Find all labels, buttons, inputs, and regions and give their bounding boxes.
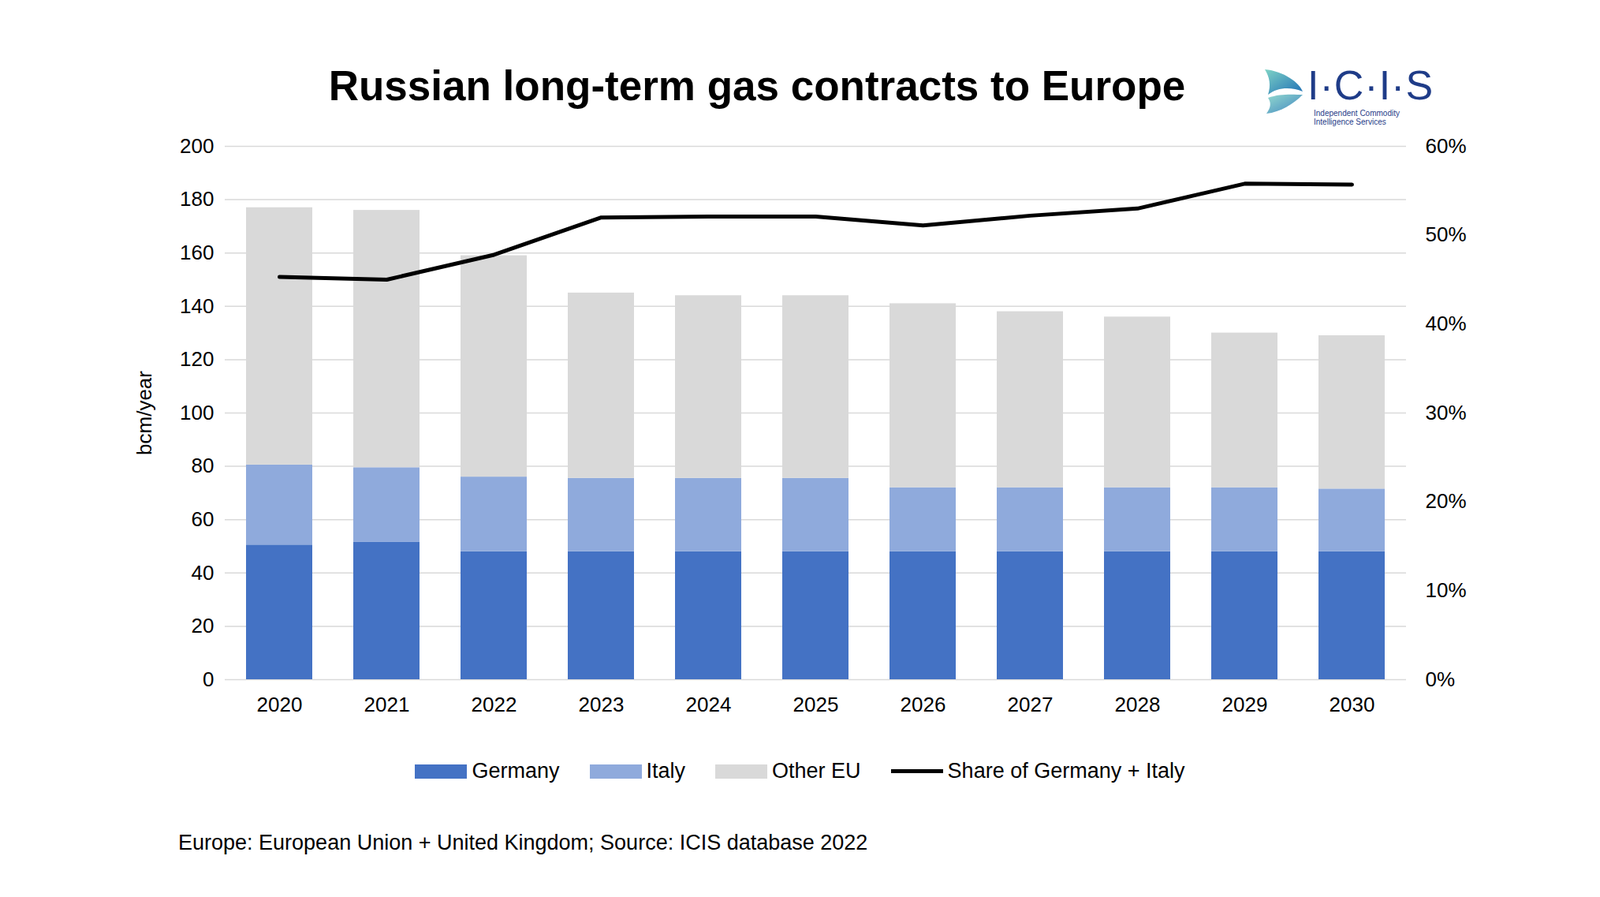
- svg-text:2026: 2026: [900, 692, 947, 717]
- svg-text:2025: 2025: [793, 692, 840, 717]
- svg-text:200: 200: [179, 134, 214, 158]
- svg-text:2023: 2023: [578, 692, 625, 717]
- svg-text:2030: 2030: [1329, 692, 1376, 717]
- svg-text:160: 160: [179, 240, 214, 265]
- svg-text:120: 120: [179, 346, 214, 371]
- html-text:Italy: Italy: [646, 758, 686, 783]
- svg-text:2028: 2028: [1115, 692, 1161, 717]
- html-text:Other EU: Other EU: [772, 758, 861, 783]
- svg-text:20%: 20%: [1425, 488, 1467, 513]
- svg-text:40: 40: [191, 560, 215, 585]
- html-text:Independent Commodity Intellig: Independent Commodity Intelligence Servi…: [1313, 108, 1400, 127]
- svg-text:20: 20: [191, 613, 215, 638]
- svg-text:2029: 2029: [1222, 692, 1269, 717]
- svg-text:180: 180: [179, 186, 214, 211]
- svg-text:0%: 0%: [1425, 667, 1456, 691]
- svg-text:30%: 30%: [1425, 400, 1467, 425]
- html-text:Germany: Germany: [471, 758, 560, 783]
- svg-text:60%: 60%: [1425, 134, 1467, 158]
- svg-text:80: 80: [191, 453, 215, 478]
- html-text:Russian long-term gas contract: Russian long-term gas contracts to Europ…: [328, 62, 1186, 109]
- svg-text:50%: 50%: [1425, 222, 1467, 247]
- html-text:I·C·I·S: I·C·I·S: [1307, 62, 1434, 109]
- svg-text:2022: 2022: [471, 692, 518, 717]
- svg-text:40%: 40%: [1425, 311, 1467, 336]
- svg-text:60: 60: [191, 507, 215, 531]
- svg-text:140: 140: [179, 294, 214, 318]
- svg-text:2024: 2024: [686, 692, 732, 717]
- svg-text:bcm/year: bcm/year: [132, 370, 157, 456]
- svg-text:2020: 2020: [257, 692, 303, 717]
- svg-text:100: 100: [179, 400, 214, 425]
- svg-text:2021: 2021: [364, 692, 411, 717]
- html-text:Europe: European Union + Unite: Europe: European Union + United Kingdom;…: [178, 830, 868, 855]
- svg-text:2027: 2027: [1007, 692, 1054, 717]
- svg-text:0: 0: [202, 667, 214, 691]
- html-text:Share of Germany + Italy: Share of Germany + Italy: [947, 758, 1185, 783]
- svg-text:10%: 10%: [1425, 578, 1467, 602]
